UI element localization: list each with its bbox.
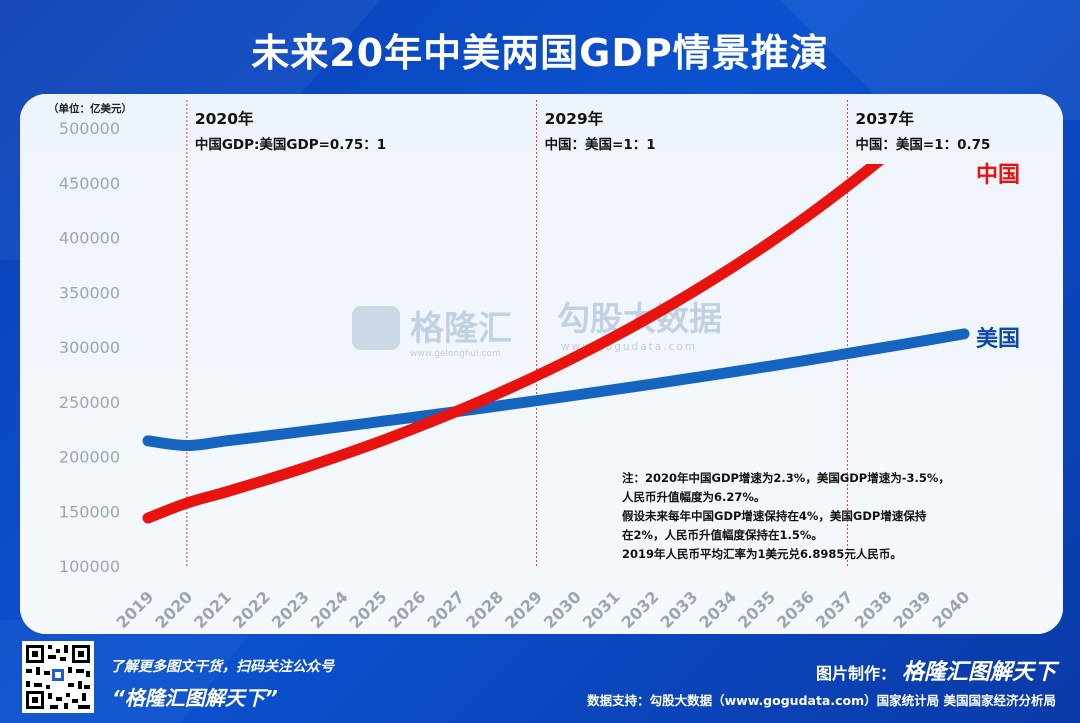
y-unit-label: （单位：亿美元） [48,102,132,115]
x-tick-label: 2029 [501,587,546,632]
x-tick-label: 2037 [812,587,857,632]
marker-ratio-2037: 中国：美国=1：0.75 [855,136,990,153]
marker-year-2020: 2020年 [195,109,254,128]
y-tick-label: 450000 [59,174,120,193]
marker-year-2037: 2037年 [855,109,914,128]
x-tick-label: 2026 [384,587,429,632]
footer-account-name: “格隆汇图解天下” [112,686,278,710]
qr-code-icon[interactable] [22,641,94,713]
y-tick-label: 500000 [59,119,120,138]
made-by-brand: 格隆汇图解天下 [901,660,1056,685]
y-tick-label: 150000 [59,502,120,521]
chart-note-line: 2019年人民币平均汇率为1美元兑6.8985元人民币。 [622,547,902,561]
watermark-brand-1: 格隆汇 [410,309,512,349]
x-tick-label: 2030 [540,587,585,632]
series-line-usa [142,328,970,452]
watermark-logo-icon [352,306,400,350]
series-label-usa: 美国 [976,326,1020,352]
watermark-url-1: www.gelonghui.com [410,349,501,359]
series-line-china [142,164,885,524]
x-tick-label: 2033 [656,587,701,632]
footer-source: 数据支持：勾股大数据（www.gogudata.com）国家统计局 美国国家经济… [587,693,1056,708]
x-tick-label: 2031 [579,587,624,632]
y-tick-label: 350000 [59,283,120,302]
marker-ratio-2020: 中国GDP:美国GDP=0.75：1 [195,136,386,153]
marker-ratio-2029: 中国：美国=1：1 [545,136,656,153]
marker-year-2029: 2029年 [545,109,604,128]
x-tick-label: 2034 [695,587,740,632]
gdp-line-chart: 格隆汇www.gelonghui.com勾股大数据www.gogudata.co… [48,100,1020,632]
chart-note-line: 假设未来每年中国GDP增速保持在4%，美国GDP增速保持 [622,509,927,523]
chart-card: 格隆汇 www.gelonghui.com 勾股大数据 www.gogudata.co… [20,94,1063,634]
x-tick-label: 2028 [462,587,507,632]
y-tick-label: 200000 [59,448,120,467]
chart-note-line: 在2%，人民币升值幅度保持在1.5%。 [622,528,823,542]
x-tick-label: 2021 [190,587,235,632]
x-tick-label: 2020 [151,587,196,632]
x-tick-label: 2032 [618,587,663,632]
x-tick-label: 2022 [229,587,274,632]
footer-cta: 了解更多图文干货，扫码关注公众号 [110,659,334,675]
made-by-label: 图片制作： [815,664,896,683]
chart-note-line: 注：2020年中国GDP增速为2.3%，美国GDP增速为-3.5%， [622,471,950,485]
x-tick-label: 2039 [890,587,935,632]
x-tick-label: 2035 [734,587,779,632]
y-tick-label: 100000 [59,557,120,576]
x-tick-label: 2023 [268,587,313,632]
y-tick-label: 400000 [59,229,120,248]
series-label-china: 中国 [976,163,1020,188]
x-tick-label: 2038 [851,587,896,632]
x-tick-label: 2027 [423,587,468,632]
chart-note-line: 人民币升值幅度为6.27%。 [622,490,765,504]
page-title: 未来20年中美两国GDP情景推演 [251,31,829,75]
y-tick-label: 300000 [59,338,120,357]
footer-made-by: 图片制作： 格隆汇图解天下 [816,654,1056,686]
x-tick-label: 2024 [307,587,352,632]
x-tick-label: 2025 [346,587,391,632]
x-tick-label: 2019 [112,587,157,632]
x-tick-label: 2040 [928,587,973,632]
y-tick-label: 250000 [59,393,120,412]
x-tick-label: 2036 [773,587,818,632]
